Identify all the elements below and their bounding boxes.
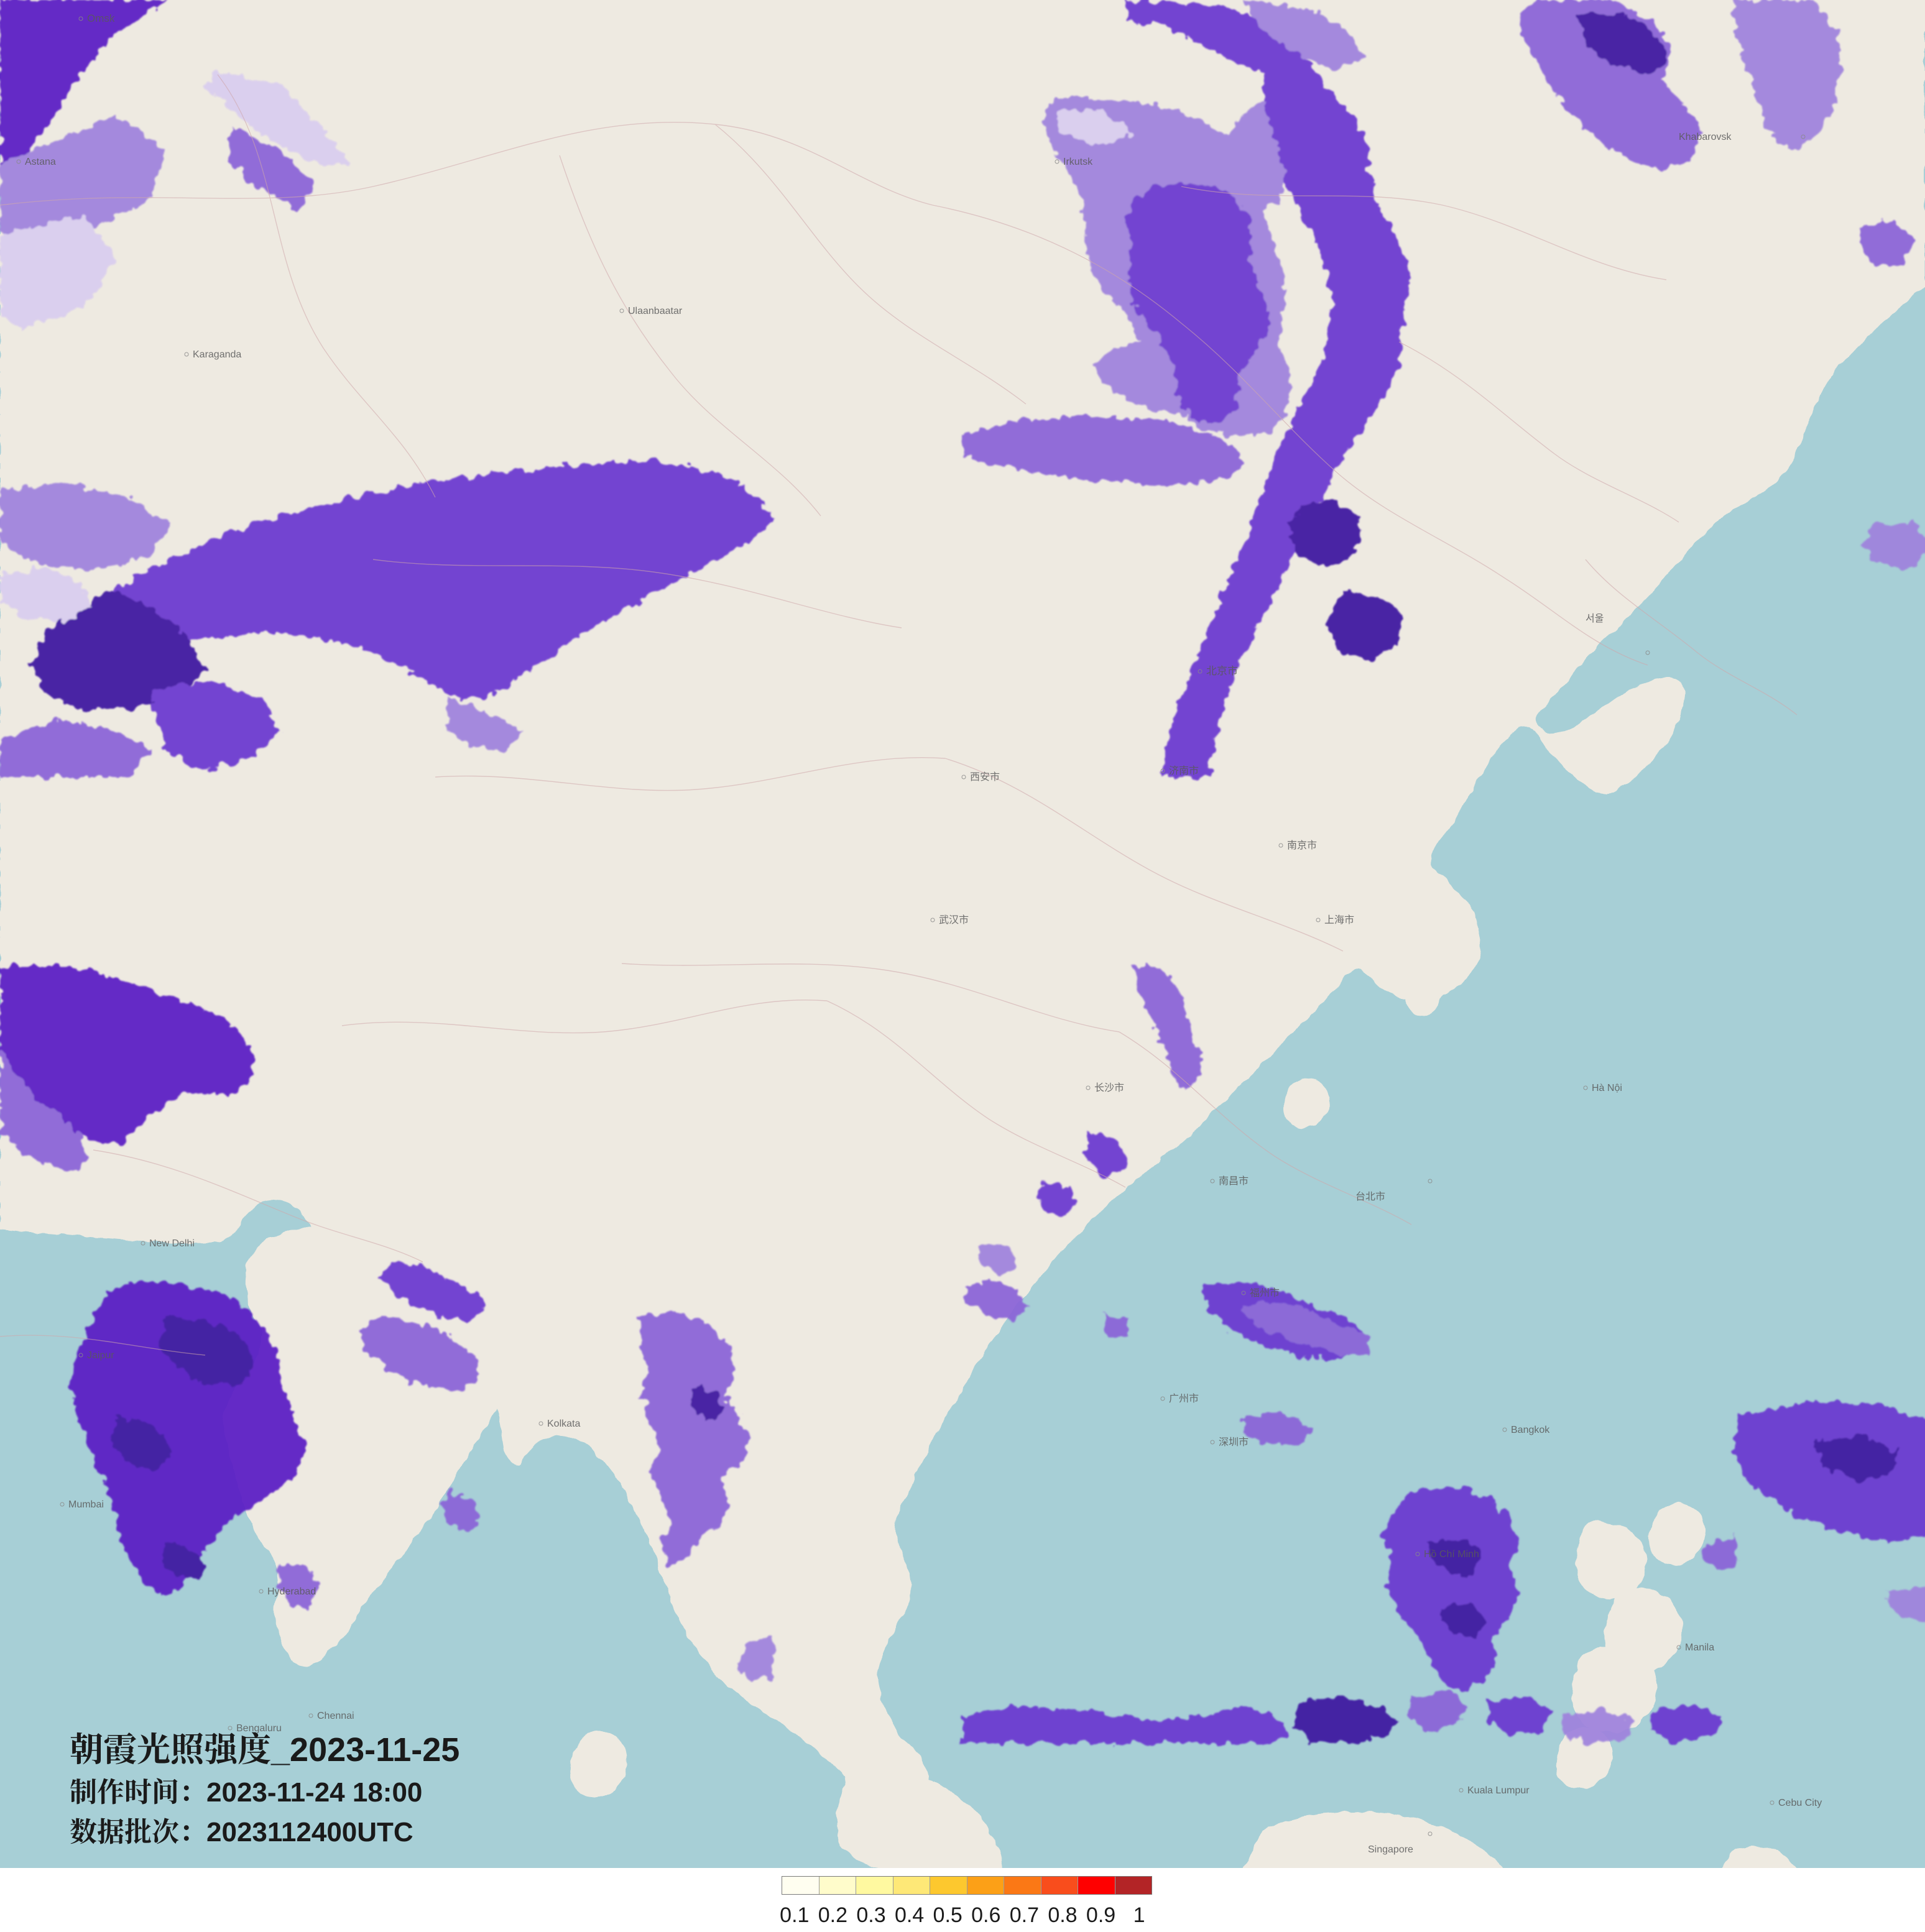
svg-text:深圳市: 深圳市: [1219, 1437, 1249, 1448]
svg-text:南京市: 南京市: [1287, 840, 1317, 851]
svg-text:Irkutsk: Irkutsk: [1063, 157, 1093, 167]
svg-text:Kuala Lumpur: Kuala Lumpur: [1467, 1785, 1530, 1796]
svg-text:서울: 서울: [1586, 613, 1604, 624]
svg-text:Singapore: Singapore: [1368, 1844, 1413, 1855]
svg-text:Omsk: Omsk: [87, 12, 115, 24]
svg-text:北京市: 北京市: [1206, 665, 1238, 677]
svg-text:Astana: Astana: [25, 157, 56, 167]
svg-text:福州市: 福州市: [1250, 1287, 1280, 1299]
svg-text:Kolkata: Kolkata: [547, 1419, 580, 1429]
svg-text:Khabarovsk: Khabarovsk: [1679, 132, 1732, 142]
svg-text:Hà Nội: Hà Nội: [1592, 1083, 1622, 1093]
svg-text:Mumbai: Mumbai: [68, 1499, 104, 1510]
svg-text:Bangkok: Bangkok: [1511, 1425, 1550, 1435]
svg-text:济南市: 济南市: [1169, 765, 1199, 776]
svg-text:广州市: 广州市: [1169, 1393, 1199, 1404]
svg-text:西安市: 西安市: [970, 771, 1000, 783]
svg-text:Cebu City: Cebu City: [1778, 1798, 1822, 1808]
svg-text:Jaipur: Jaipur: [87, 1350, 114, 1361]
svg-text:New Delhi: New Delhi: [149, 1238, 195, 1249]
svg-text:Hyderabad: Hyderabad: [267, 1586, 316, 1597]
svg-text:长沙市: 长沙市: [1094, 1082, 1124, 1093]
svg-text:武汉市: 武汉市: [939, 914, 969, 926]
svg-text:台北市: 台北市: [1355, 1191, 1385, 1202]
svg-text:上海市: 上海市: [1324, 914, 1354, 926]
svg-text:Chennai: Chennai: [317, 1711, 354, 1721]
svg-text:Manila: Manila: [1685, 1642, 1714, 1653]
svg-text:南昌市: 南昌市: [1219, 1175, 1249, 1187]
svg-text:Ulaanbaatar: Ulaanbaatar: [628, 306, 683, 316]
svg-text:Karaganda: Karaganda: [193, 349, 241, 360]
svg-text:Hồ Chí Minh: Hồ Chí Minh: [1424, 1549, 1479, 1560]
